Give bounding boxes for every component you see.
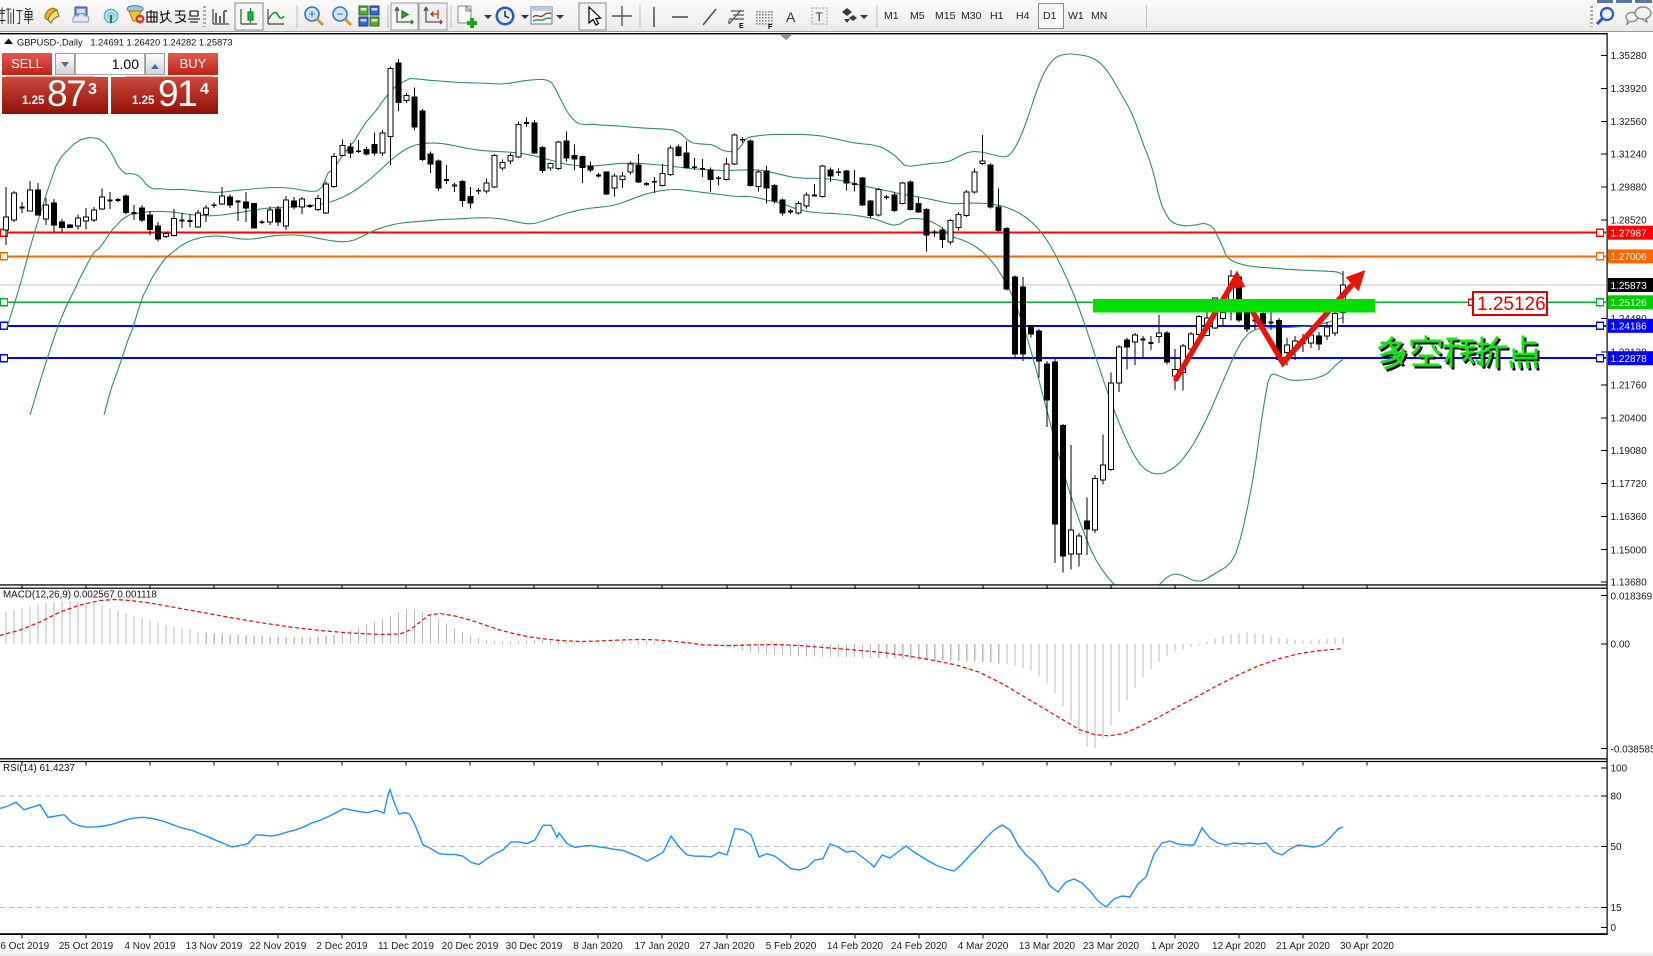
svg-text:A: A [786, 9, 796, 25]
svg-text:17 Jan 2020: 17 Jan 2020 [634, 941, 689, 952]
svg-text:100: 100 [1611, 764, 1628, 775]
svg-text:1.25873: 1.25873 [1611, 281, 1648, 292]
svg-text:MACD(12,26,9) 0.002567 0.00111: MACD(12,26,9) 0.002567 0.001118 [3, 590, 157, 601]
svg-text:1 Apr 2020: 1 Apr 2020 [1151, 941, 1200, 952]
svg-text:1.29880: 1.29880 [1611, 183, 1648, 194]
svg-text:-0.038585: -0.038585 [1611, 744, 1653, 755]
svg-text:22 Nov 2019: 22 Nov 2019 [250, 941, 307, 952]
svg-text:1.25126: 1.25126 [1477, 294, 1546, 315]
svg-text:1.32560: 1.32560 [1611, 117, 1648, 128]
svg-text:1.13680: 1.13680 [1611, 578, 1648, 589]
svg-text:4 Nov 2019: 4 Nov 2019 [124, 941, 176, 952]
svg-text:8 Jan 2020: 8 Jan 2020 [573, 941, 623, 952]
svg-text:RSI(14) 61.4237: RSI(14) 61.4237 [3, 763, 75, 774]
svg-text:GBPUSD-,Daily 1.24691 1.2642: GBPUSD-,Daily 1.24691 1.26420 1.24282 1.… [17, 38, 233, 48]
svg-text:13 Nov 2019: 13 Nov 2019 [186, 941, 243, 952]
svg-text:1.24186: 1.24186 [1611, 322, 1648, 333]
svg-text:80: 80 [1611, 792, 1623, 803]
svg-text:30 Dec 2019: 30 Dec 2019 [506, 941, 563, 952]
svg-text:1.28520: 1.28520 [1611, 216, 1648, 227]
svg-text:11 Dec 2019: 11 Dec 2019 [378, 941, 434, 952]
svg-text:1.35280: 1.35280 [1611, 51, 1648, 62]
svg-text:−: − [336, 7, 343, 21]
svg-text:2 Dec 2019: 2 Dec 2019 [316, 941, 368, 952]
svg-text:1.19080: 1.19080 [1611, 446, 1648, 457]
svg-text:25 Oct 2019: 25 Oct 2019 [59, 941, 114, 952]
svg-text:5 Feb 2020: 5 Feb 2020 [766, 941, 817, 952]
svg-text:0.00: 0.00 [1611, 640, 1631, 651]
svg-text:1.22878: 1.22878 [1611, 354, 1648, 365]
svg-text:15: 15 [1611, 903, 1623, 914]
svg-text:1.20400: 1.20400 [1611, 414, 1648, 425]
svg-text:16 Oct 2019: 16 Oct 2019 [0, 941, 50, 952]
svg-text:21 Apr 2020: 21 Apr 2020 [1276, 941, 1330, 952]
svg-text:30 Apr 2020: 30 Apr 2020 [1340, 941, 1394, 952]
svg-text:0.018369: 0.018369 [1611, 591, 1653, 602]
svg-text:12 Apr 2020: 12 Apr 2020 [1212, 941, 1266, 952]
svg-text:1.31240: 1.31240 [1611, 149, 1648, 160]
svg-text:4 Mar 2020: 4 Mar 2020 [958, 941, 1009, 952]
svg-text:F: F [768, 24, 773, 31]
svg-text:23 Mar 2020: 23 Mar 2020 [1083, 941, 1140, 952]
svg-text:+: + [308, 7, 315, 21]
svg-text:13 Mar 2020: 13 Mar 2020 [1019, 941, 1076, 952]
svg-text:0: 0 [1611, 923, 1617, 934]
svg-text:T: T [816, 10, 824, 24]
svg-text:1.17720: 1.17720 [1611, 479, 1648, 490]
svg-text:50: 50 [1611, 842, 1623, 853]
svg-text:20 Dec 2019: 20 Dec 2019 [442, 941, 499, 952]
svg-text:27 Jan 2020: 27 Jan 2020 [699, 941, 754, 952]
svg-text:1.16360: 1.16360 [1611, 512, 1648, 523]
svg-text:1.33920: 1.33920 [1611, 84, 1648, 95]
svg-text:1.21760: 1.21760 [1611, 381, 1648, 392]
svg-text:14 Feb 2020: 14 Feb 2020 [827, 941, 884, 952]
svg-text:1.27987: 1.27987 [1611, 229, 1648, 240]
svg-text:E: E [739, 23, 744, 30]
svg-text:1.15000: 1.15000 [1611, 545, 1648, 556]
svg-text:1.25126: 1.25126 [1611, 298, 1648, 309]
svg-text:24 Feb 2020: 24 Feb 2020 [891, 941, 948, 952]
svg-text:1.27006: 1.27006 [1611, 252, 1648, 263]
